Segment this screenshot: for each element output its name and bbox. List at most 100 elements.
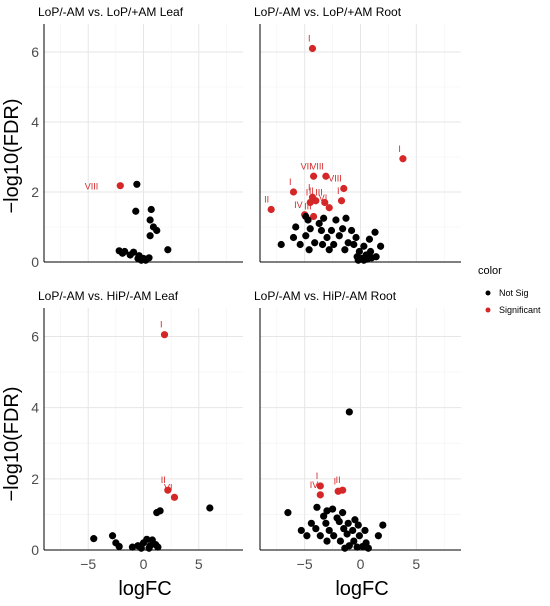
not-sig-point [302, 232, 310, 240]
point-label: II [309, 186, 314, 196]
significant-point [321, 198, 329, 207]
significant-point [316, 491, 324, 499]
not-sig-point [318, 240, 327, 249]
not-sig-point [351, 516, 359, 524]
not-sig-point [311, 239, 319, 247]
not-sig-point [360, 256, 368, 264]
not-sig-point [292, 223, 300, 231]
legend-significant-marker [485, 307, 491, 313]
not-sig-point [297, 526, 305, 535]
not-sig-point [206, 504, 214, 512]
not-sig-point [143, 535, 151, 543]
not-sig-point [164, 246, 172, 254]
point-label: II [264, 195, 269, 205]
not-sig-point [320, 512, 328, 520]
not-sig-point [354, 256, 362, 264]
not-sig-point [317, 226, 326, 235]
not-sig-point [347, 226, 356, 235]
not-sig-point [360, 242, 368, 250]
significant-point [164, 486, 172, 494]
panel-title: LoP/-AM vs. LoP/+AM Leaf [38, 5, 184, 19]
point-label: I [316, 471, 319, 481]
not-sig-point [128, 543, 137, 551]
point-label: VI [164, 482, 173, 492]
not-sig-point [330, 240, 338, 249]
significant-point [312, 197, 320, 205]
not-sig-point [108, 532, 117, 540]
not-sig-point [343, 530, 351, 538]
legend-title: color [478, 265, 502, 277]
not-sig-point [133, 180, 141, 188]
not-sig-point [344, 239, 352, 247]
panel-1: LoP/-AM vs. LoP/+AM Leaf 0 2 4 6 VIII [31, 5, 243, 270]
point-label: VIII [328, 174, 342, 184]
legend-not-sig-label: Not Sig [499, 288, 529, 298]
not-sig-point [361, 526, 369, 535]
legend: color Not Sig Significant [478, 265, 541, 315]
significant-point [310, 212, 318, 221]
significant-point [308, 44, 317, 53]
panel-title: LoP/-AM vs. LoP/+AM Root [254, 5, 402, 19]
not-sig-point [332, 216, 340, 224]
not-sig-point [154, 543, 162, 551]
point-label: I [306, 188, 309, 198]
legend-significant-label: Significant [499, 305, 541, 315]
not-sig-point [327, 226, 336, 235]
point-label: I [398, 144, 401, 154]
x-tick-label: 5 [195, 556, 203, 572]
not-sig-point [372, 253, 380, 261]
x-tick-label: 5 [412, 556, 420, 572]
x-tick-label: 0 [140, 556, 148, 572]
legend-not-sig-marker [485, 290, 491, 296]
significant-point [340, 184, 348, 193]
not-sig-point [379, 521, 387, 529]
panel-title: LoP/-AM vs. HiP/-AM Root [254, 289, 397, 303]
y-tick-label: 6 [31, 44, 39, 60]
not-sig-point [323, 507, 331, 515]
significant-point [267, 205, 275, 214]
x-tick-label: −5 [80, 556, 96, 572]
point-label: I [289, 177, 292, 187]
not-sig-point [145, 254, 153, 262]
not-sig-point [371, 228, 379, 236]
not-sig-point [340, 525, 348, 533]
not-sig-point [146, 542, 154, 550]
not-sig-point [335, 517, 343, 526]
not-sig-point [146, 216, 154, 224]
not-sig-point [325, 526, 333, 535]
significant-point [339, 486, 347, 494]
not-sig-point [320, 214, 328, 222]
not-sig-point [115, 542, 123, 551]
point-label: III [315, 188, 323, 198]
not-sig-point [344, 519, 352, 527]
point-label: II [161, 475, 166, 485]
point-label: I [337, 186, 340, 196]
point-label: IV [310, 480, 319, 490]
not-sig-point [90, 535, 98, 543]
x-tick-label: 0 [357, 556, 365, 572]
not-sig-point [365, 235, 374, 243]
not-sig-point [350, 240, 358, 249]
point-label: I [308, 182, 311, 192]
not-sig-point [304, 216, 312, 224]
not-sig-point [137, 544, 145, 552]
not-sig-point [147, 205, 155, 214]
panels: LoP/-AM vs. LoP/+AM Leaf0246VIIILoP/-AM … [31, 5, 461, 572]
not-sig-point [359, 542, 367, 551]
not-sig-point [313, 503, 321, 511]
not-sig-point [146, 232, 154, 240]
point-label: VIII [85, 182, 99, 192]
not-sig-point [339, 509, 347, 517]
x-tick-label: −5 [297, 556, 313, 572]
not-sig-point [316, 532, 324, 540]
significant-point [337, 197, 346, 205]
significant-point [310, 172, 318, 180]
y-tick-label: 6 [31, 328, 39, 344]
not-sig-point [353, 543, 361, 551]
point-label: III [304, 202, 312, 212]
point-label: IV [294, 200, 303, 210]
x-axis-title-right: logFC [335, 578, 388, 600]
